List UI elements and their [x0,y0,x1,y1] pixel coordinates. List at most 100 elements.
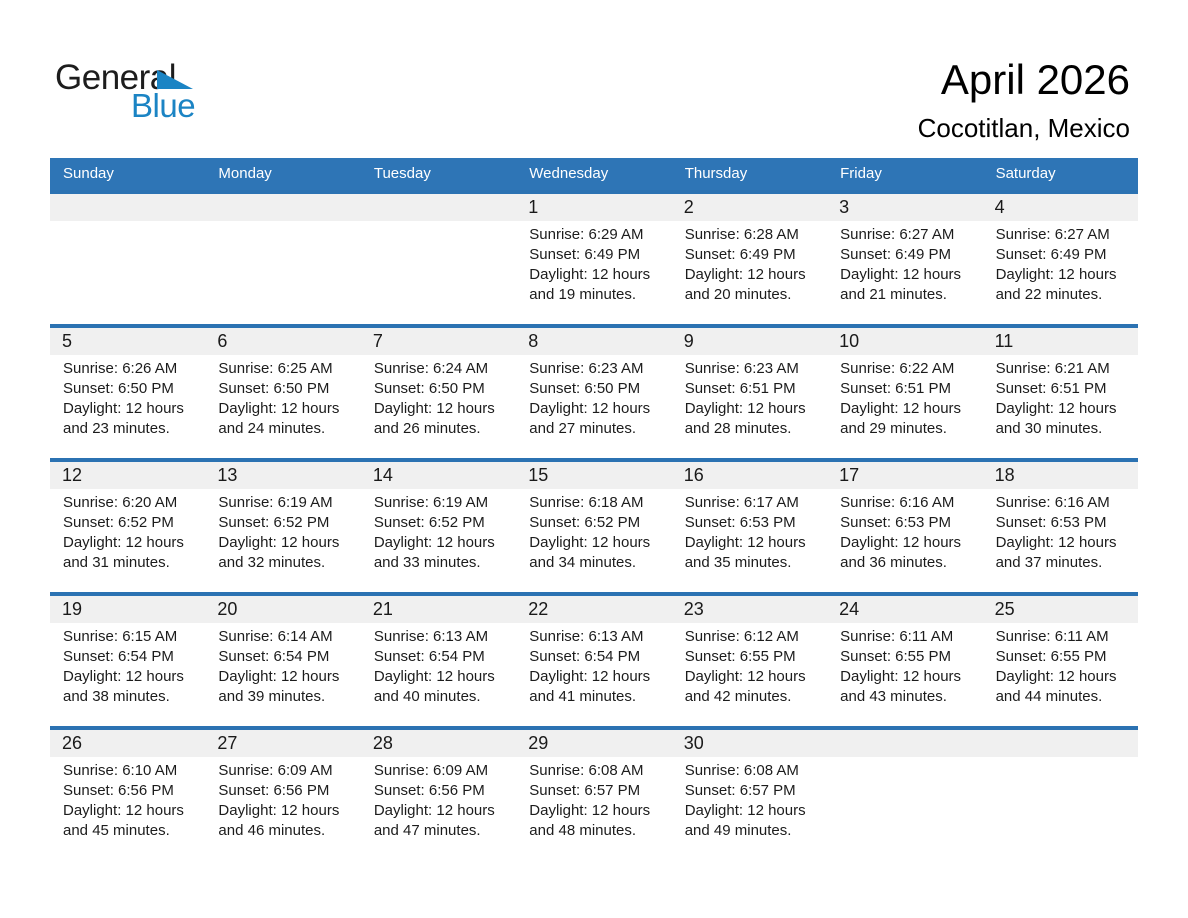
sunrise-line: Sunrise: 6:12 AM [684,628,799,645]
logo-blue-text: Blue [131,87,196,124]
daylight-line-2: and 22 minutes. [995,286,1103,303]
daylight-line-2: and 30 minutes. [995,420,1103,437]
daylight-line-2: and 38 minutes. [63,688,170,705]
month-title: April 2026 [940,56,1130,103]
day-cell-9: 9 Sunrise: 6:23 AM Sunset: 6:51 PM Daylight… [671,328,828,458]
sunrise-line: Sunrise: 6:11 AM [995,628,1109,645]
daylight-line-1: Daylight: 12 hours [373,668,495,685]
sunset-line: Sunset: 6:56 PM [218,782,330,799]
day-number-band: 16 [671,462,828,489]
sunrise-line: Sunrise: 6:27 AM [840,226,955,243]
sunset-line: Sunset: 6:50 PM [218,380,330,397]
daylight-line-2: and 23 minutes. [63,420,170,437]
sunrise-line: Sunrise: 6:23 AM [529,360,644,377]
day-number-band: 11 [982,328,1138,355]
daylight-line-1: Daylight: 12 hours [373,400,495,417]
sunset-line: Sunset: 6:51 PM [995,380,1107,397]
day-number: 11 [994,331,1014,351]
day-cell-3: 3 Sunrise: 6:27 AM Sunset: 6:49 PM Daylight… [827,194,983,324]
week-row-3: 12 Sunrise: 6:20 AM Sunset: 6:52 PM Dayligh… [50,458,1138,592]
week-row-4: 19 Sunrise: 6:15 AM Sunset: 6:54 PM Dayligh… [50,592,1138,726]
daylight-line-1: Daylight: 12 hours [218,534,340,551]
day-number-band: 6 [205,328,361,355]
day-cell-10: 10 Sunrise: 6:22 AM Sunset: 6:51 PM Dayligh… [827,328,983,458]
daylight-line-2: and 31 minutes. [63,554,170,571]
day-number-band: 24 [827,596,983,623]
weekday-header-saturday: Saturday [995,165,1056,182]
day-number: 28 [372,733,393,753]
day-details: Sunrise: 6:13 AM Sunset: 6:54 PM Daylight:… [361,623,516,707]
sunrise-line: Sunrise: 6:14 AM [218,628,333,645]
daylight-line-1: Daylight: 12 hours [684,400,806,417]
sunset-line: Sunset: 6:57 PM [684,782,796,799]
sunset-line: Sunset: 6:50 PM [63,380,174,397]
day-number-band: 21 [360,596,517,623]
day-cell-empty [827,730,983,860]
day-details: Sunrise: 6:25 AM Sunset: 6:50 PM Daylight:… [205,355,360,439]
sunset-line: Sunset: 6:49 PM [840,246,952,263]
day-details: Sunrise: 6:09 AM Sunset: 6:56 PM Daylight:… [205,757,360,841]
day-number-band: 20 [205,596,361,623]
sunrise-line: Sunrise: 6:19 AM [218,494,333,511]
day-details: Sunrise: 6:24 AM Sunset: 6:50 PM Daylight:… [361,355,516,439]
sunset-line: Sunset: 6:54 PM [63,648,174,665]
daylight-line-2: and 40 minutes. [373,688,481,705]
daylight-line-1: Daylight: 12 hours [529,400,651,417]
logo-triangle-icon [157,70,193,89]
sunrise-line: Sunrise: 6:24 AM [373,360,489,377]
sunset-line: Sunset: 6:54 PM [218,648,330,665]
sunset-line: Sunset: 6:51 PM [840,380,952,397]
day-cell-empty [50,194,206,324]
sunset-line: Sunset: 6:51 PM [684,380,796,397]
daylight-line-2: and 49 minutes. [684,822,792,839]
day-number-band: 29 [516,730,672,757]
day-number: 21 [372,599,393,619]
day-number-band: 28 [360,730,517,757]
daylight-line-1: Daylight: 12 hours [840,400,962,417]
daylight-line-2: and 42 minutes. [684,688,792,705]
sunset-line: Sunset: 6:49 PM [529,246,641,263]
day-details: Sunrise: 6:17 AM Sunset: 6:53 PM Daylight:… [672,489,827,573]
day-cell-11: 11 Sunrise: 6:21 AM Sunset: 6:51 PM Dayligh… [982,328,1138,458]
daylight-line-1: Daylight: 12 hours [63,400,184,417]
sunrise-line: Sunrise: 6:10 AM [63,762,178,779]
day-number-band: 4 [982,194,1138,221]
day-number-band [50,194,206,221]
sunset-line: Sunset: 6:50 PM [529,380,641,397]
day-number-band: 5 [50,328,206,355]
daylight-line-2: and 48 minutes. [529,822,637,839]
day-number: 16 [683,465,704,485]
day-cell-8: 8 Sunrise: 6:23 AM Sunset: 6:50 PM Daylight… [516,328,672,458]
day-details: Sunrise: 6:19 AM Sunset: 6:52 PM Daylight:… [361,489,516,573]
day-details: Sunrise: 6:26 AM Sunset: 6:50 PM Daylight:… [50,355,205,439]
day-cell-5: 5 Sunrise: 6:26 AM Sunset: 6:50 PM Daylight… [50,328,206,458]
daylight-line-1: Daylight: 12 hours [840,266,962,283]
sunrise-line: Sunrise: 6:17 AM [684,494,799,511]
sunrise-line: Sunrise: 6:09 AM [373,762,489,779]
weekday-header-monday: Monday [218,165,272,182]
sunset-line: Sunset: 6:56 PM [63,782,174,799]
day-number-band: 30 [671,730,828,757]
day-details: Sunrise: 6:11 AM Sunset: 6:55 PM Daylight:… [827,623,982,707]
day-number: 4 [994,197,1005,217]
day-cell-25: 25 Sunrise: 6:11 AM Sunset: 6:55 PM Dayligh… [982,596,1138,726]
daylight-line-1: Daylight: 12 hours [840,668,962,685]
day-number: 13 [217,465,238,485]
daylight-line-1: Daylight: 12 hours [218,802,340,819]
sunrise-line: Sunrise: 6:11 AM [840,628,954,645]
daylight-line-2: and 27 minutes. [529,420,637,437]
day-number: 14 [372,465,393,485]
day-number: 12 [62,465,83,485]
sunrise-line: Sunrise: 6:16 AM [995,494,1110,511]
day-number: 7 [372,331,383,351]
weekday-header-tuesday: Tuesday [373,165,431,182]
daylight-line-2: and 21 minutes. [840,286,947,303]
sunset-line: Sunset: 6:52 PM [63,514,174,531]
day-number: 15 [528,465,549,485]
daylight-line-1: Daylight: 12 hours [373,534,495,551]
day-number-band: 25 [982,596,1138,623]
day-details: Sunrise: 6:23 AM Sunset: 6:51 PM Daylight:… [672,355,827,439]
day-number: 30 [683,733,704,753]
sunrise-line: Sunrise: 6:27 AM [995,226,1110,243]
